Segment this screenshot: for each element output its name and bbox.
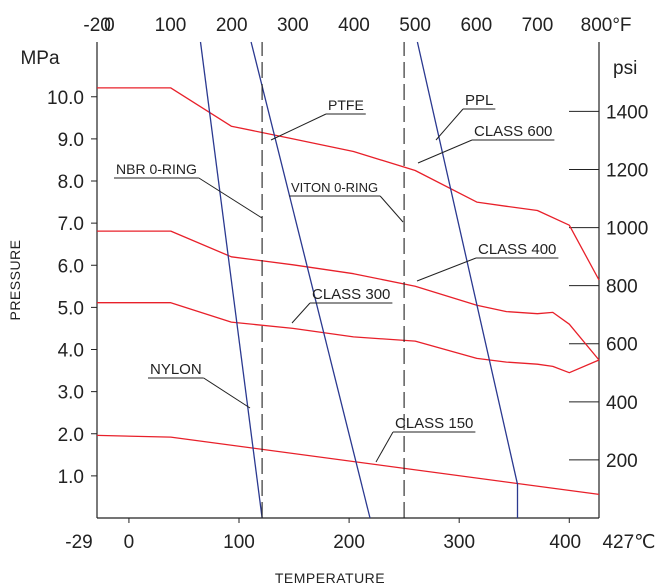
label-class-150: CLASS 150 — [395, 415, 473, 432]
top-tick-label: 600 — [460, 15, 492, 36]
left-tick-label: 4.0 — [58, 341, 84, 362]
label-ptfe-leader — [270, 113, 327, 141]
chart-text: 1.0 2.0 3.0 4.0 5.0 6.0 7.0 8.0 9.0 10.0 MPa 200 400… — [7, 15, 656, 586]
y-axis-title: PRESSURE — [7, 239, 23, 320]
right-tick-label: 1000 — [606, 219, 648, 240]
bottom-tick-label: 100 — [223, 532, 255, 553]
label-nbr-0-ring: NBR 0-RING — [116, 161, 197, 177]
series-class-600-line — [97, 87, 600, 281]
top-tick-label: -20 — [83, 15, 110, 36]
label-class-300: CLASS 300 — [312, 286, 390, 303]
label-nylon-leader — [203, 377, 251, 409]
bottom-tick-label: 400 — [549, 532, 581, 553]
top-tick-label: 400 — [338, 15, 370, 36]
x-axis-title: TEMPERATURE — [275, 570, 385, 586]
left-unit-label: MPa — [20, 48, 60, 69]
right-tick-label: 800 — [606, 277, 638, 298]
series-class-300-line — [97, 302, 600, 374]
right-tick-label: 200 — [606, 451, 638, 472]
series-ptfe-line — [250, 41, 371, 519]
bottom-tick-label: 427℃ — [602, 532, 655, 553]
label-ptfe: PTFE — [328, 97, 364, 113]
label-class-400-leader — [416, 257, 477, 282]
label-nbr-0-ring-leader — [198, 177, 263, 219]
label-nylon: NYLON — [150, 361, 202, 378]
right-tick-label: 1200 — [606, 160, 648, 181]
series-nylon-line — [199, 41, 263, 519]
left-tick-label: 8.0 — [58, 172, 84, 193]
left-tick-label: 2.0 — [58, 425, 84, 446]
right-tick-label: 600 — [606, 335, 638, 356]
top-tick-label: 200 — [216, 15, 248, 36]
label-class-300-leader — [291, 302, 311, 324]
right-unit-label: psi — [613, 58, 637, 79]
left-tick-label: 3.0 — [58, 383, 84, 404]
left-tick-label: 5.0 — [58, 298, 84, 319]
left-tick-label: 7.0 — [58, 214, 84, 235]
left-tick-label: 6.0 — [58, 256, 84, 277]
left-tick-label: 1.0 — [58, 467, 84, 488]
bottom-tick-label: -29 — [65, 532, 92, 553]
top-tick-label: 700 — [522, 15, 554, 36]
bottom-tick-label: 0 — [124, 532, 135, 553]
label-class-400: CLASS 400 — [478, 241, 556, 258]
left-tick-label: 10.0 — [47, 88, 84, 109]
label-class-600-leader — [417, 139, 473, 164]
label-class-150-leader — [375, 431, 394, 463]
label-viton-0-ring: VITON 0-RING — [291, 180, 378, 195]
series-class-150-line — [96, 434, 600, 496]
top-tick-label: 300 — [277, 15, 309, 36]
bottom-tick-label: 300 — [443, 532, 475, 553]
series-lines — [96, 41, 600, 519]
label-class-600: CLASS 600 — [474, 123, 552, 140]
label-viton-0-ring-leader — [379, 195, 404, 223]
bottom-tick-label: 200 — [333, 532, 365, 553]
left-tick-label: 9.0 — [58, 130, 84, 151]
label-ppl: PPL — [465, 92, 493, 109]
right-tick-label: 400 — [606, 393, 638, 414]
label-ppl-leader — [435, 108, 464, 141]
axes — [96, 42, 600, 519]
series-class-400-line — [97, 230, 600, 361]
top-tick-label: 500 — [399, 15, 431, 36]
ticks — [91, 96, 599, 523]
top-tick-label: 0 — [104, 15, 115, 36]
top-tick-label: 100 — [155, 15, 187, 36]
series-ppl-line — [416, 41, 519, 518]
label-leaders — [114, 108, 559, 463]
right-tick-label: 1400 — [606, 102, 648, 123]
top-tick-label: 800°F — [581, 15, 632, 36]
